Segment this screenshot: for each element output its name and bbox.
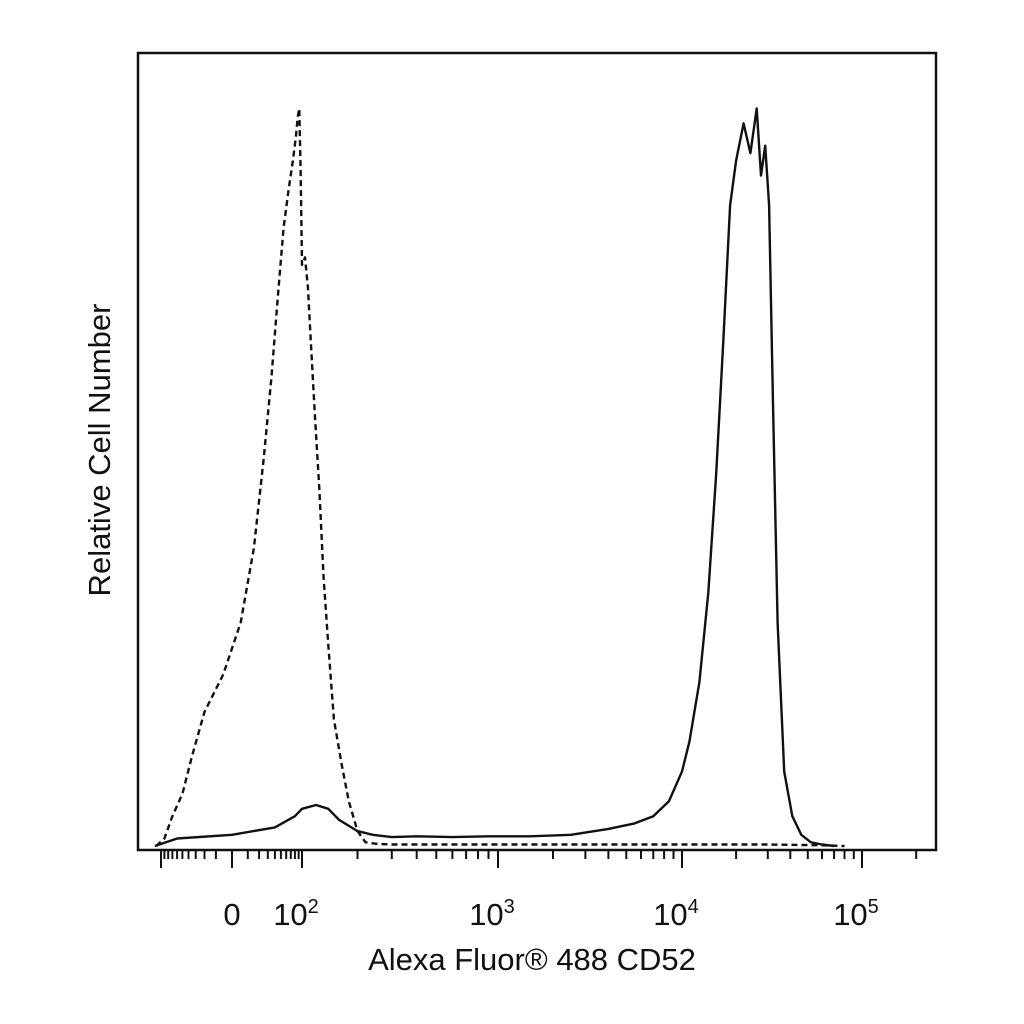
x-tick-label: 102 xyxy=(273,896,319,932)
x-tick-label: 105 xyxy=(833,896,879,932)
series-line-isotype-control xyxy=(155,107,845,848)
series-layer xyxy=(154,107,845,848)
x-tick-label: 103 xyxy=(469,896,515,932)
x-tick-label: 0 xyxy=(223,897,240,932)
x-tick-label: 104 xyxy=(653,896,699,932)
x-tick-labels: 0 102 103 104 105 xyxy=(223,896,878,932)
plot-frame xyxy=(136,51,938,852)
series-line-stained xyxy=(154,107,835,848)
x-axis-title: Alexa Fluor® 488 CD52 xyxy=(368,942,696,977)
x-axis-ticks xyxy=(160,850,918,868)
y-axis-title: Relative Cell Number xyxy=(82,304,117,597)
